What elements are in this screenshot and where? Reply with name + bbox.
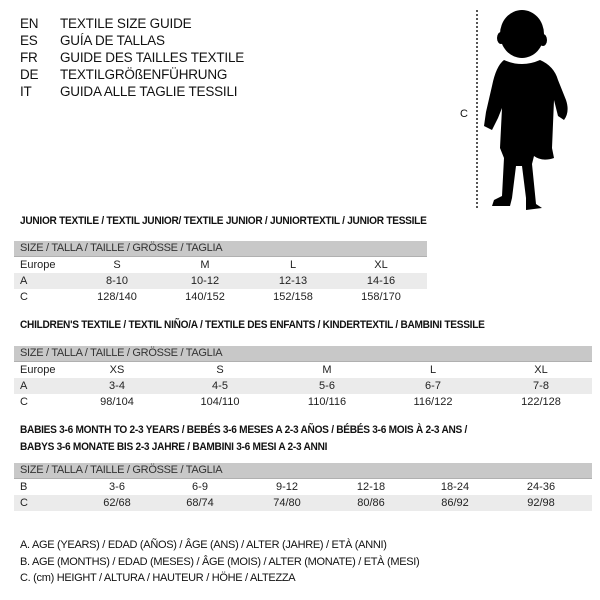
table-cell: 3-6: [109, 481, 125, 493]
size-table: SIZE / TALLA / TAILLE / GRÖSSE / TAGLIA B…: [14, 463, 592, 511]
table-row: C 98/104 104/110 110/116 116/122 122/128: [14, 394, 592, 410]
row-label: C: [20, 396, 28, 408]
table-header: SIZE / TALLA / TAILLE / GRÖSSE / TAGLIA: [14, 346, 592, 362]
table-row: Europe XS S M L XL: [14, 362, 592, 378]
table-cell: 128/140: [97, 291, 137, 303]
child-silhouette-icon: [484, 10, 568, 210]
table-cell: 152/158: [273, 291, 313, 303]
section-title: BABYS 3-6 MONATE BIS 2-3 JAHRE / BAMBINI…: [20, 441, 328, 453]
table-cell: L: [289, 259, 297, 271]
table-cell: 68/74: [186, 497, 214, 509]
lang-code: IT: [20, 84, 32, 99]
table-cell: 12-13: [278, 275, 308, 287]
table-cell: XL: [374, 259, 388, 271]
table-cell: 3-4: [109, 380, 125, 392]
table-row: Europe S M L XL: [14, 257, 427, 273]
table-cell: XS: [109, 364, 125, 376]
table-row: A 3-4 4-5 5-6 6-7 7-8: [14, 378, 592, 394]
row-label: Europe: [20, 259, 56, 271]
lang-title: GUÍA DE TALLAS: [60, 33, 165, 48]
table-cell: 140/152: [185, 291, 225, 303]
table-cell: 104/110: [200, 396, 240, 408]
lang-title: TEXTILE SIZE GUIDE: [60, 16, 192, 31]
table-cell: 86/92: [441, 497, 469, 509]
section-title: JUNIOR TEXTILE / TEXTIL JUNIOR/ TEXTILE …: [20, 215, 427, 227]
table-cell: M: [322, 364, 332, 376]
table-row: B 3-6 6-9 9-12 12-18 18-24 24-36: [14, 479, 592, 495]
table-cell: 7-8: [533, 380, 549, 392]
table-cell: 6-7: [425, 380, 441, 392]
table-cell: 122/128: [521, 396, 561, 408]
table-cell: 24-36: [526, 481, 556, 493]
table-cell: 74/80: [273, 497, 301, 509]
table-header: SIZE / TALLA / TAILLE / GRÖSSE / TAGLIA: [14, 463, 592, 479]
table-cell: 110/116: [307, 396, 347, 408]
lang-code: EN: [20, 16, 39, 31]
row-label: B: [20, 481, 28, 493]
table-cell: 12-18: [356, 481, 386, 493]
table-cell: 80/86: [357, 497, 385, 509]
table-cell: 92/98: [527, 497, 555, 509]
table-header: SIZE / TALLA / TAILLE / GRÖSSE / TAGLIA: [14, 241, 427, 257]
size-table: SIZE / TALLA / TAILLE / GRÖSSE / TAGLIA E…: [14, 346, 592, 410]
legend-c: C. (cm) HEIGHT / ALTURA / HAUTEUR / HÖHE…: [20, 572, 296, 584]
table-cell: 9-12: [275, 481, 299, 493]
lang-code: ES: [20, 33, 38, 48]
table-cell: 5-6: [319, 380, 335, 392]
section-title: BABIES 3-6 MONTH TO 2-3 YEARS / BEBÉS 3-…: [20, 424, 468, 436]
row-label: C: [20, 497, 28, 509]
table-cell: L: [429, 364, 437, 376]
table-cell: S: [216, 364, 224, 376]
row-label: C: [20, 291, 28, 303]
table-cell: 98/104: [100, 396, 134, 408]
lang-title: GUIDE DES TAILLES TEXTILE: [60, 50, 245, 65]
table-cell: S: [113, 259, 121, 271]
lang-code: FR: [20, 50, 38, 65]
lang-code: DE: [20, 67, 39, 82]
table-row: C 128/140 140/152 152/158 158/170: [14, 289, 427, 305]
legend-b: B. AGE (MONTHS) / EDAD (MESES) / ÂGE (MO…: [20, 556, 420, 568]
height-measure-line: [476, 10, 478, 208]
table-cell: 18-24: [440, 481, 470, 493]
table-cell: 8-10: [105, 275, 129, 287]
size-table: SIZE / TALLA / TAILLE / GRÖSSE / TAGLIA E…: [14, 241, 427, 305]
height-measure-label: C: [460, 108, 468, 120]
legend-a: A. AGE (YEARS) / EDAD (AÑOS) / ÂGE (ANS)…: [20, 539, 387, 551]
lang-title: GUIDA ALLE TAGLIE TESSILI: [60, 84, 238, 99]
table-cell: 4-5: [212, 380, 228, 392]
table-cell: 116/122: [413, 396, 453, 408]
table-cell: 10-12: [190, 275, 220, 287]
table-row: C 62/68 68/74 74/80 80/86 86/92 92/98: [14, 495, 592, 511]
row-label: A: [20, 275, 28, 287]
table-cell: 62/68: [103, 497, 131, 509]
table-cell: 14-16: [366, 275, 396, 287]
table-row: A 8-10 10-12 12-13 14-16: [14, 273, 427, 289]
row-label: Europe: [20, 364, 56, 376]
table-cell: 6-9: [192, 481, 208, 493]
table-cell: M: [200, 259, 210, 271]
table-cell: 158/170: [361, 291, 401, 303]
row-label: A: [20, 380, 28, 392]
table-cell: XL: [534, 364, 548, 376]
section-title: CHILDREN'S TEXTILE / TEXTIL NIÑO/A / TEX…: [20, 319, 485, 331]
lang-title: TEXTILGRÖßENFÜHRUNG: [60, 67, 228, 82]
